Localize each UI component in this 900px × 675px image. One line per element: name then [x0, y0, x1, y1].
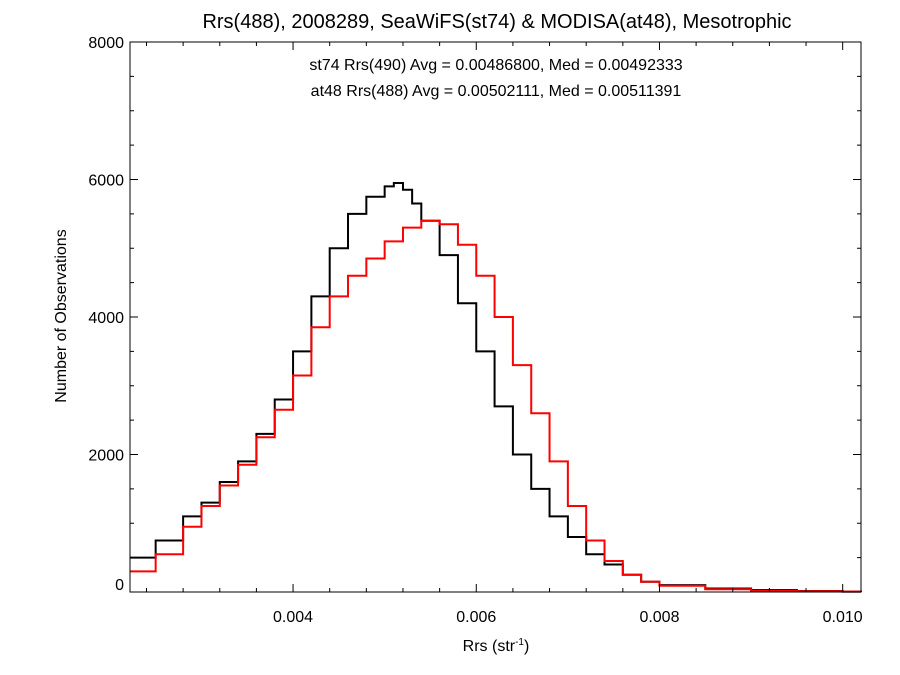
series-line-at48	[130, 219, 862, 593]
y-tick-label: 2000	[88, 448, 124, 465]
x-axis-label-close: )	[524, 638, 529, 655]
y-tick-label: 6000	[88, 173, 124, 190]
y-tick-label: 8000	[88, 35, 124, 52]
series-line-st74	[130, 181, 862, 593]
x-tick-label: 0.008	[639, 609, 679, 626]
series-annotation-st74: st74 Rrs(490) Avg = 0.00486800, Med = 0.…	[309, 57, 682, 74]
x-tick-label: 0.004	[273, 609, 313, 626]
x-axis-label-superscript: -1	[515, 637, 524, 648]
x-axis-ticks: 0.004 0.006 0.008 0.010	[145, 42, 863, 626]
x-tick-label: 0.010	[823, 609, 863, 626]
y-tick-label: 4000	[88, 310, 124, 327]
x-tick-label: 0.006	[456, 609, 496, 626]
plot-area	[130, 181, 862, 593]
y-axis-label: Number of Observations	[53, 229, 70, 402]
y-tick-label: 0	[115, 577, 124, 594]
y-axis-ticks: 0 2000 4000 6000 8000	[88, 35, 861, 594]
series-annotation-at48: at48 Rrs(488) Avg = 0.00502111, Med = 0.…	[311, 83, 682, 100]
x-axis-label-main: Rrs (str	[463, 638, 516, 655]
chart-title: Rrs(488), 2008289, SeaWiFS(st74) & MODIS…	[202, 11, 791, 33]
x-axis-label: Rrs (str-1)	[463, 637, 530, 655]
